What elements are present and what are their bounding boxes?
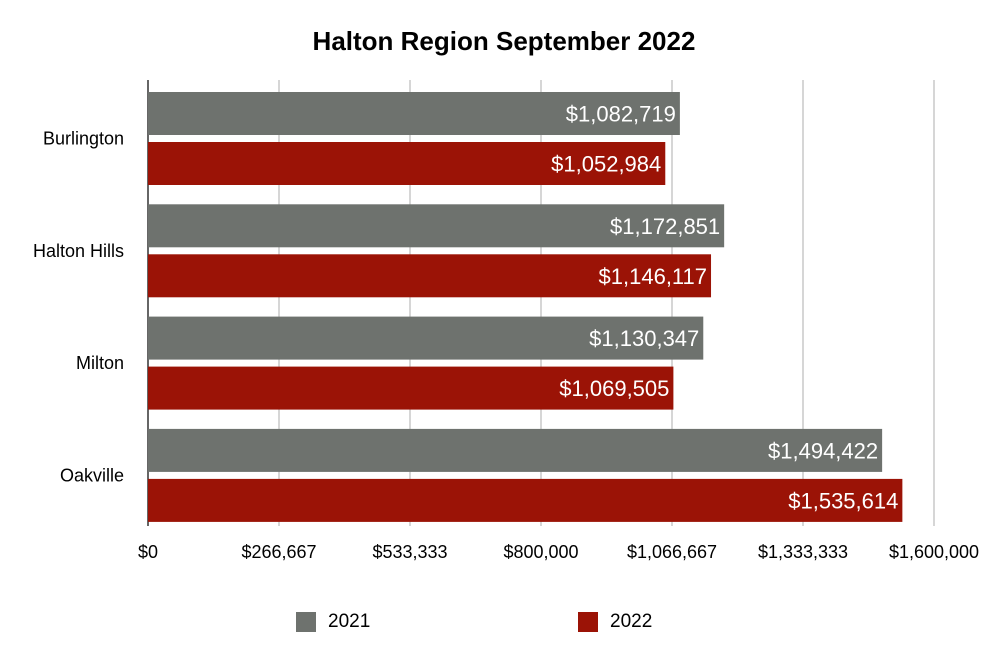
category-label: Oakville: [60, 465, 124, 485]
labels: $0 $266,667 $533,333 $800,000 $1,066,667 $1,3…: [33, 102, 979, 563]
legend-label-2021: 2021: [328, 611, 371, 632]
x-tick-label: $1,600,000: [889, 542, 979, 562]
category-label: Milton: [76, 353, 124, 373]
chart-title: Halton Region September 2022: [312, 26, 696, 56]
legend-swatch-2021: [296, 612, 316, 632]
bars: [148, 92, 903, 522]
data-label: $1,494,422: [768, 438, 878, 463]
bar-2022-halton-hills: [148, 254, 712, 298]
x-tick-label: $1,333,333: [758, 542, 848, 562]
legend-item-2021: 2021: [296, 611, 370, 633]
x-tick-label: $1,066,667: [627, 542, 717, 562]
category-label: Halton Hills: [33, 241, 124, 261]
x-tick-label: $533,333: [372, 542, 447, 562]
legend-swatch-2022: [578, 612, 598, 632]
bar-2022-milton: [148, 366, 674, 410]
data-label: $1,146,117: [599, 264, 707, 289]
data-label: $1,535,614: [788, 488, 898, 513]
x-tick-label: $800,000: [503, 542, 578, 562]
category-label: Burlington: [43, 129, 124, 149]
bar-2022-burlington: [148, 142, 666, 185]
data-label: $1,130,347: [589, 326, 699, 351]
data-label: $1,069,505: [559, 376, 669, 401]
x-tick-label: $0: [138, 542, 158, 562]
x-tick-label: $266,667: [241, 542, 316, 562]
data-label: $1,172,851: [610, 214, 720, 239]
bar-2021-burlington: [148, 92, 680, 135]
data-label: $1,082,719: [566, 102, 676, 127]
bar-2021-milton: [148, 316, 704, 360]
bar-2022-oakville: [148, 478, 903, 522]
legend-item-2022: 2022: [578, 611, 652, 633]
data-label: $1,052,984: [551, 152, 661, 177]
legend-label-2022: 2022: [610, 611, 653, 632]
bar-2021-oakville: [148, 428, 883, 472]
bar-2021-halton-hills: [148, 204, 725, 248]
